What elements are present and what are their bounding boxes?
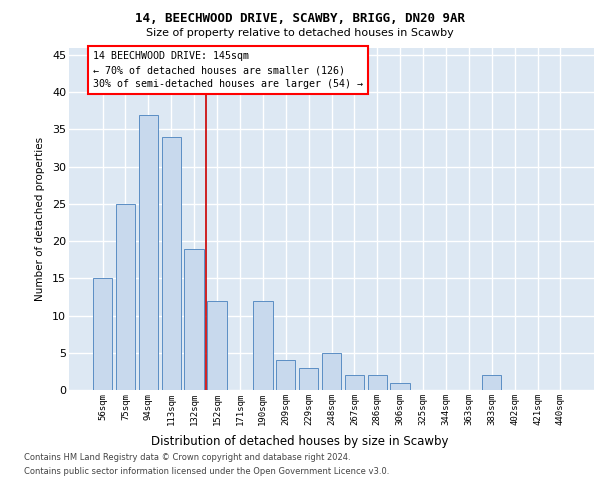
Bar <box>482 375 502 390</box>
Bar <box>139 114 158 390</box>
Text: 14 BEECHWOOD DRIVE: 145sqm
← 70% of detached houses are smaller (126)
30% of sem: 14 BEECHWOOD DRIVE: 145sqm ← 70% of deta… <box>94 51 364 89</box>
Text: Contains public sector information licensed under the Open Government Licence v3: Contains public sector information licen… <box>24 467 389 476</box>
Bar <box>391 382 410 390</box>
Bar <box>116 204 135 390</box>
Bar <box>161 137 181 390</box>
Bar <box>184 248 204 390</box>
Bar <box>253 300 272 390</box>
Bar <box>322 353 341 390</box>
Text: 14, BEECHWOOD DRIVE, SCAWBY, BRIGG, DN20 9AR: 14, BEECHWOOD DRIVE, SCAWBY, BRIGG, DN20… <box>135 12 465 26</box>
Text: Distribution of detached houses by size in Scawby: Distribution of detached houses by size … <box>151 435 449 448</box>
Text: Size of property relative to detached houses in Scawby: Size of property relative to detached ho… <box>146 28 454 38</box>
Bar <box>368 375 387 390</box>
Bar <box>208 300 227 390</box>
Y-axis label: Number of detached properties: Number of detached properties <box>35 136 45 301</box>
Text: Contains HM Land Registry data © Crown copyright and database right 2024.: Contains HM Land Registry data © Crown c… <box>24 454 350 462</box>
Bar <box>344 375 364 390</box>
Bar <box>299 368 319 390</box>
Bar <box>93 278 112 390</box>
Bar <box>276 360 295 390</box>
